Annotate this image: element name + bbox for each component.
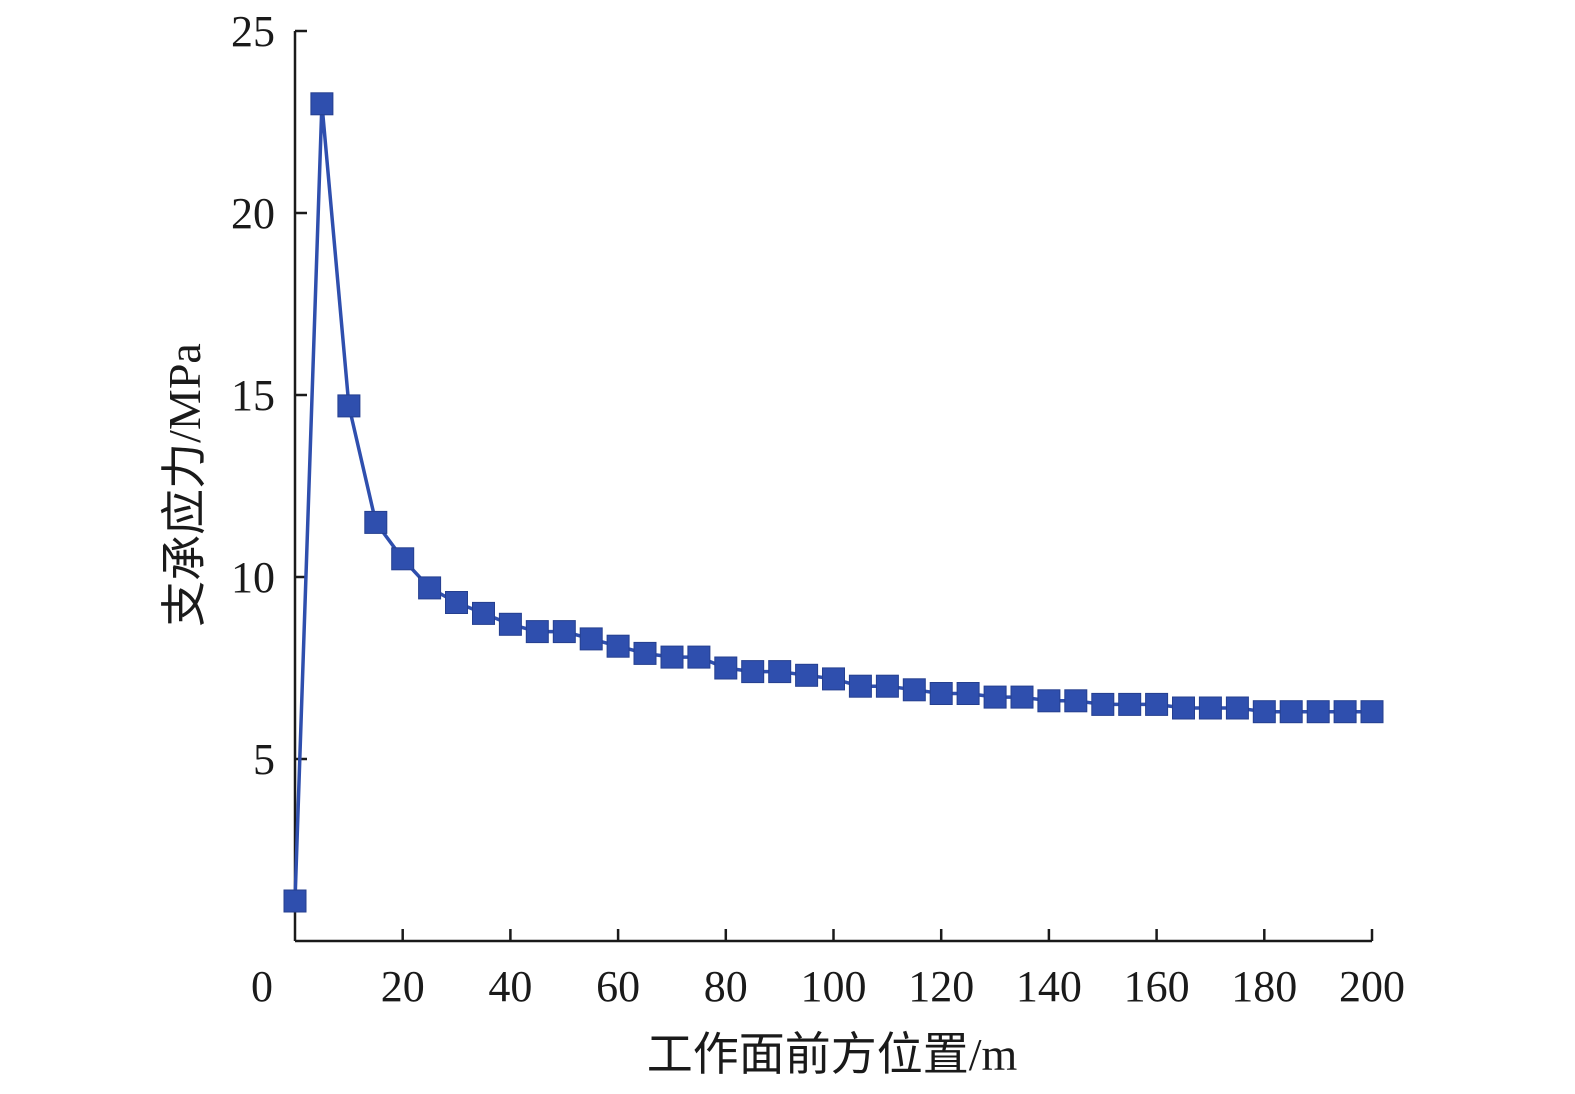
x-tick-label: 60: [596, 962, 640, 1011]
data-point: [364, 510, 388, 534]
axes: 0 20 40 60 80 100 120 140 160 180 200 5 10 15 20 25: [231, 7, 1405, 1011]
data-point: [1091, 692, 1115, 716]
data-point: [1118, 692, 1142, 716]
data-point: [1279, 700, 1303, 724]
data-point: [795, 663, 819, 687]
data-point: [1172, 696, 1195, 720]
series-line: [293, 102, 1372, 902]
series-stress: [283, 92, 1384, 913]
y-tick-label: 5: [253, 735, 275, 784]
data-point: [1010, 685, 1034, 709]
data-point: [902, 678, 926, 702]
data-point: [848, 674, 872, 698]
data-point: [552, 620, 576, 644]
data-point: [875, 674, 899, 698]
data-point: [310, 92, 334, 116]
data-point: [498, 612, 522, 636]
x-tick-label: 140: [1016, 962, 1082, 1011]
data-point: [606, 634, 630, 658]
data-point: [1198, 696, 1222, 720]
x-axis-title: 工作面前方位置/m: [647, 1029, 1018, 1080]
data-point: [1064, 689, 1088, 713]
x-tick-label: 20: [381, 962, 425, 1011]
data-point: [525, 620, 549, 644]
y-tick-label: 15: [231, 371, 275, 420]
data-point: [983, 685, 1007, 709]
data-point: [956, 682, 980, 705]
data-point: [687, 645, 711, 669]
data-point: [283, 889, 307, 913]
data-point: [1037, 689, 1061, 713]
data-point: [660, 645, 684, 669]
data-point: [741, 660, 765, 684]
data-point: [445, 591, 468, 614]
data-point: [391, 547, 415, 571]
data-point: [418, 576, 442, 600]
x-tick-label: 80: [704, 962, 748, 1011]
x-tick-label: 100: [801, 962, 867, 1011]
data-point: [1252, 700, 1276, 724]
data-point: [1360, 700, 1384, 724]
x-tick-label: 200: [1339, 962, 1405, 1011]
data-point: [768, 660, 792, 684]
data-point: [337, 394, 361, 418]
x-tick-label: 120: [908, 962, 974, 1011]
x-tick-label: 0: [251, 962, 273, 1011]
x-tick-label: 180: [1231, 962, 1297, 1011]
data-point: [822, 667, 845, 691]
data-point: [929, 682, 953, 705]
data-point: [1306, 700, 1330, 724]
y-tick-label: 25: [231, 7, 275, 56]
data-point: [1145, 692, 1169, 716]
x-tick-label: 40: [488, 962, 532, 1011]
x-tick-label: 160: [1124, 962, 1190, 1011]
data-point: [1225, 696, 1249, 720]
y-tick-label: 20: [231, 189, 275, 238]
y-tick-label: 10: [231, 553, 275, 602]
data-point: [633, 641, 657, 665]
data-point: [714, 656, 738, 680]
data-point: [1333, 700, 1357, 724]
data-point: [472, 601, 495, 625]
y-axis-title: 支承应力/MPa: [159, 343, 210, 627]
data-point: [579, 627, 603, 651]
